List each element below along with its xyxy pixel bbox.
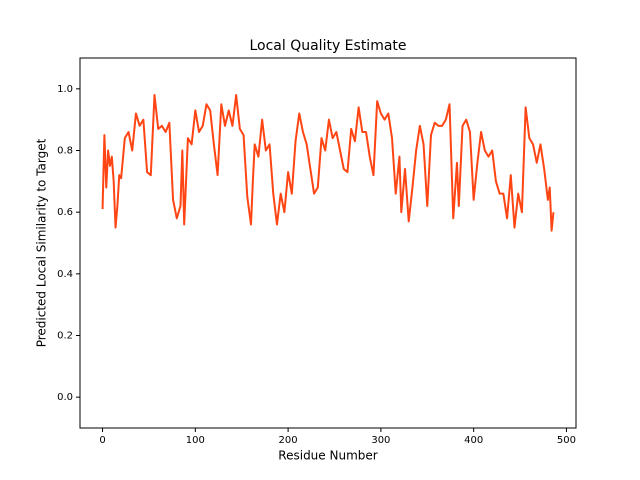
x-tick-label: 500: [557, 435, 576, 446]
x-tick-label: 400: [464, 435, 483, 446]
x-axis-label: Residue Number: [278, 449, 377, 463]
y-tick-label: 0.0: [57, 392, 73, 403]
x-tick-label: 300: [371, 435, 390, 446]
x-tick-label: 200: [279, 435, 298, 446]
x-tick-label: 100: [186, 435, 205, 446]
plot-frame: [79, 57, 577, 429]
y-tick-label: 0.8: [57, 146, 73, 157]
y-tick-label: 0.4: [57, 269, 73, 280]
x-tick-label: 0: [99, 435, 105, 446]
chart-title: Local Quality Estimate: [249, 38, 406, 54]
y-tick-label: 0.6: [57, 207, 73, 218]
data-line: [101, 94, 555, 232]
y-tick-label: 0.2: [57, 331, 73, 342]
y-axis-label: Predicted Local Similarity to Target: [35, 138, 49, 347]
y-tick-label: 1.0: [57, 84, 73, 95]
